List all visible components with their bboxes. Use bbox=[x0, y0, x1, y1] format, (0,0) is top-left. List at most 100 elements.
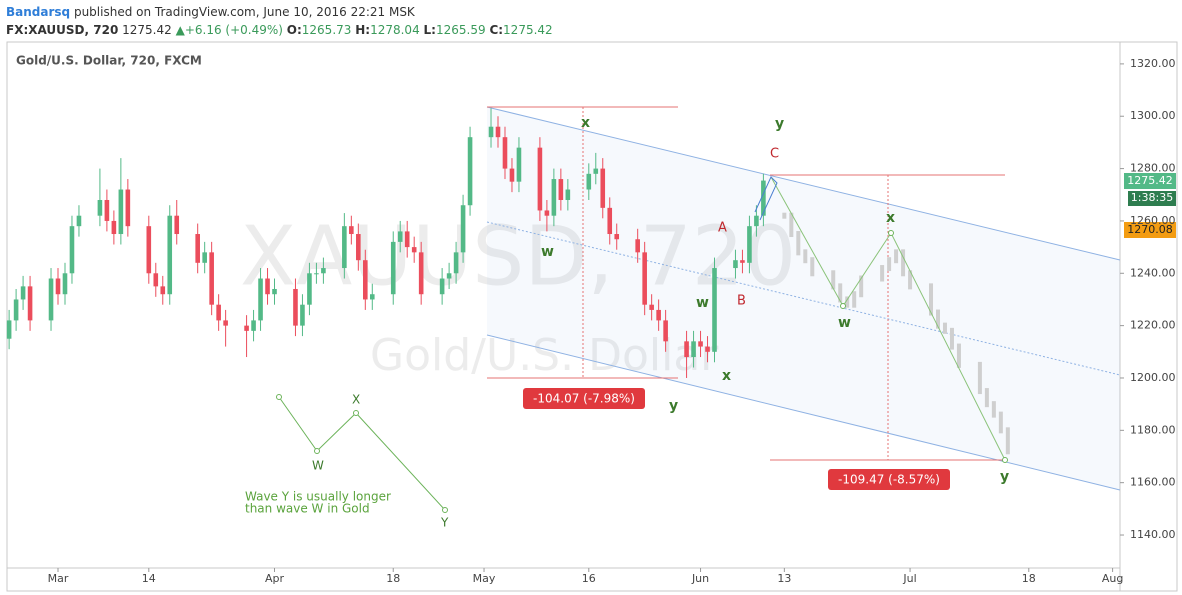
candle-body bbox=[13, 299, 19, 321]
publish-line: Bandarsq published on TradingView.com, J… bbox=[6, 3, 553, 21]
x-tick-label: Apr bbox=[265, 572, 285, 585]
candle-body bbox=[698, 341, 703, 347]
candle-body bbox=[55, 278, 61, 295]
candle-body bbox=[544, 210, 550, 216]
projection-bar bbox=[949, 327, 954, 350]
ohlc-value: 1275.42 bbox=[503, 23, 553, 37]
candle-body bbox=[118, 189, 124, 235]
channel-median bbox=[486, 221, 1121, 376]
candle-body bbox=[167, 215, 173, 295]
candle-body bbox=[104, 199, 110, 221]
y-tick-label: 1240.00 bbox=[1130, 266, 1176, 279]
last: 1275.42 bbox=[122, 23, 172, 37]
candle-body bbox=[146, 226, 152, 274]
projection-bar bbox=[908, 270, 913, 290]
candle-body bbox=[258, 278, 263, 321]
candle-body bbox=[293, 288, 298, 326]
candle-body bbox=[272, 288, 277, 295]
wave-label: y bbox=[669, 398, 678, 414]
wave-label: B bbox=[737, 294, 746, 309]
point bbox=[442, 507, 448, 513]
price-tag bbox=[1124, 222, 1176, 238]
candle-body bbox=[607, 207, 613, 235]
price-tag bbox=[1124, 173, 1176, 189]
diagram-points bbox=[276, 230, 1008, 513]
ohlc-label: L: bbox=[423, 23, 436, 37]
change-arrow: ▲ bbox=[175, 23, 185, 37]
point bbox=[1002, 457, 1008, 463]
wave-label: x bbox=[886, 210, 895, 226]
candle-body bbox=[223, 320, 228, 326]
author[interactable]: Bandarsq bbox=[6, 5, 71, 19]
candle-body bbox=[27, 286, 33, 321]
candle-body bbox=[509, 168, 515, 182]
candle-body bbox=[160, 286, 166, 295]
candle-body bbox=[244, 325, 249, 331]
x-tick-label: Mar bbox=[48, 572, 69, 585]
y-tick-label: 1160.00 bbox=[1130, 476, 1176, 489]
watermark: XAUUSD, 720 bbox=[240, 209, 796, 304]
projection-path bbox=[770, 176, 1006, 461]
candle-body bbox=[418, 252, 424, 295]
watermark: Gold/U.S. Dollar bbox=[370, 330, 719, 381]
header: Bandarsq published on TradingView.com, J… bbox=[6, 3, 553, 39]
note: Wave Y is usually longer bbox=[245, 490, 391, 504]
candle-body bbox=[593, 168, 599, 174]
candle-body bbox=[20, 286, 26, 300]
projection-bar bbox=[1005, 427, 1010, 455]
point bbox=[840, 303, 846, 309]
candle-body bbox=[642, 252, 647, 305]
y-tick-label: 1320.00 bbox=[1130, 57, 1176, 70]
ohlc-value: 1265.73 bbox=[301, 23, 352, 37]
y-tick-label: 1280.00 bbox=[1130, 162, 1176, 175]
candle-body bbox=[76, 215, 82, 227]
marks bbox=[6, 108, 1010, 455]
projection-bar bbox=[803, 249, 808, 264]
chart-title: Gold/U.S. Dollar, 720, FXCM bbox=[16, 54, 202, 68]
candle-body bbox=[356, 234, 361, 261]
candle-body bbox=[404, 231, 410, 248]
symbol: FX:XAUUSD, 720 bbox=[6, 23, 119, 37]
countdown-text: 1:38:35 bbox=[1131, 191, 1173, 204]
diagram-path bbox=[278, 396, 446, 511]
candle-body bbox=[649, 304, 654, 310]
projection-bar bbox=[894, 249, 899, 264]
candle-body bbox=[97, 199, 103, 216]
candle-body bbox=[761, 180, 766, 216]
x-tick-label: May bbox=[473, 572, 496, 585]
candle-body bbox=[684, 341, 689, 358]
wave-label: C bbox=[770, 147, 779, 162]
note: than wave W in Gold bbox=[245, 502, 370, 516]
measure-text: -109.47 (-8.57%) bbox=[838, 473, 940, 487]
projection-bar bbox=[782, 212, 787, 219]
y-tick-label: 1260.00 bbox=[1130, 214, 1176, 227]
diagram-label: W bbox=[312, 459, 324, 473]
abc-path bbox=[754, 176, 778, 221]
frame bbox=[6, 41, 1178, 592]
candle-body bbox=[195, 234, 200, 263]
candle-body bbox=[733, 260, 738, 269]
countdown-tag bbox=[1128, 191, 1176, 206]
candle-body bbox=[488, 126, 494, 138]
candle-body bbox=[125, 189, 131, 227]
y-tick-label: 1180.00 bbox=[1130, 423, 1176, 436]
candle-body bbox=[754, 215, 759, 227]
measure-tag bbox=[523, 388, 645, 409]
projection-bar bbox=[831, 270, 836, 290]
candle-body bbox=[635, 239, 640, 253]
candle-body bbox=[48, 278, 54, 321]
projection-bar bbox=[942, 322, 947, 334]
x-tick-label: 18 bbox=[1022, 572, 1036, 585]
candle-body bbox=[495, 126, 501, 138]
point bbox=[276, 394, 282, 400]
x-tick-label: 18 bbox=[386, 572, 400, 585]
projection-bar bbox=[901, 249, 906, 277]
candle-body bbox=[467, 137, 473, 206]
projection-bar bbox=[810, 257, 815, 277]
projection-bar bbox=[789, 212, 794, 238]
candle-body bbox=[656, 309, 661, 321]
x-tick-label: 16 bbox=[582, 572, 596, 585]
ohlc-value: 1265.59 bbox=[435, 23, 486, 37]
ohlc-label: O: bbox=[286, 23, 302, 37]
